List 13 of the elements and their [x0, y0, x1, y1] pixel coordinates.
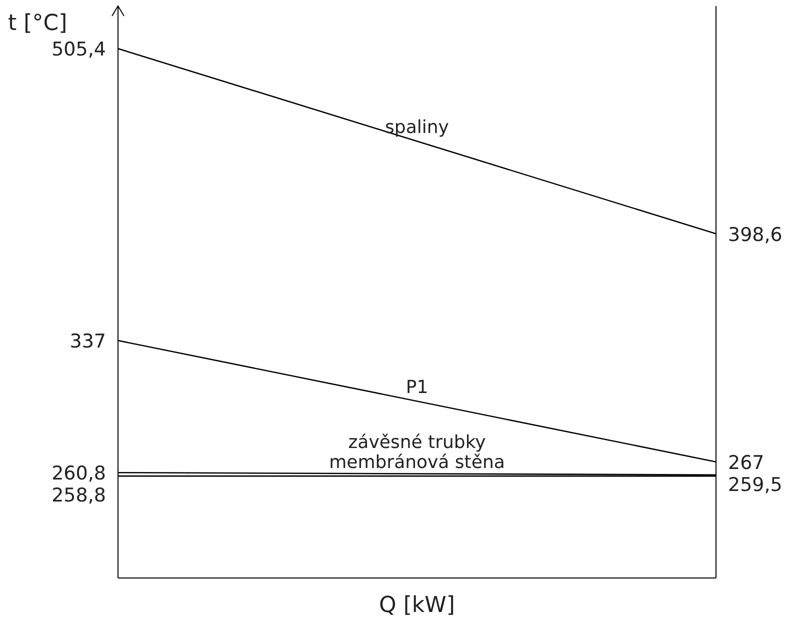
data-label: 259,5	[728, 474, 782, 496]
series-label: spaliny	[385, 117, 450, 138]
data-label: 267	[728, 452, 764, 474]
series-label: závěsné trubky	[348, 432, 486, 454]
x-axis-title: Q [kW]	[379, 593, 455, 618]
data-label: 398,6	[728, 224, 782, 246]
data-label: 258,8	[52, 484, 106, 507]
series-label: membránová stěna	[329, 452, 505, 474]
y-axis-title: t [°C]	[8, 11, 68, 36]
data-label: 505,4	[52, 38, 106, 61]
data-label: 337	[70, 330, 106, 353]
data-label: 260,8	[52, 462, 106, 485]
series-label: P1	[406, 377, 428, 398]
